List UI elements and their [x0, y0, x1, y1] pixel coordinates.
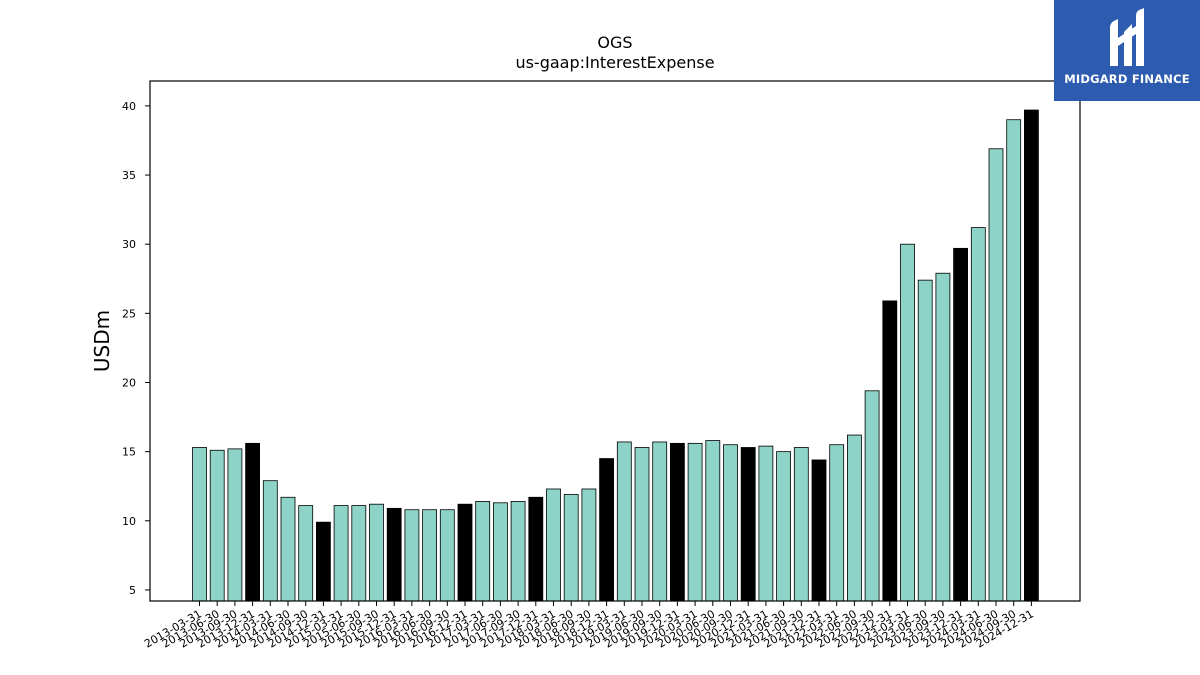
y-tick-label-5: 5 [129, 584, 136, 597]
bar-2017-06-30 [492, 502, 508, 602]
bar-2020-03-31 [687, 442, 703, 602]
y-tick-label-35: 35 [122, 169, 136, 182]
bar-2013-06-30 [209, 449, 225, 602]
bar-2013-03-31 [192, 447, 207, 602]
bar-2021-03-31 [758, 445, 774, 602]
bar-2015-12-31 [386, 507, 402, 602]
bar-2019-03-31 [616, 441, 632, 602]
bar-2024-09-30 [1006, 119, 1022, 602]
bar-2013-12-31 [245, 442, 261, 602]
bar-2017-03-31 [475, 501, 491, 602]
bar-2016-12-31 [457, 503, 473, 602]
bar-2022-12-31 [882, 300, 898, 602]
bar-2021-09-30 [793, 447, 809, 602]
x-axis: 2013-03-312013-06-302013-09-302013-12-31… [142, 601, 1036, 651]
bar-2020-06-30 [705, 440, 721, 602]
y-tick-label-20: 20 [122, 376, 136, 389]
bar-2017-09-30 [510, 501, 526, 602]
y-tick-label-10: 10 [122, 515, 136, 528]
bar-2021-12-31 [811, 459, 827, 602]
chart-title: OGS [597, 33, 632, 52]
bar-group [192, 109, 1039, 602]
bar-2020-09-30 [723, 444, 738, 602]
y-axis-label: USDm [90, 310, 114, 372]
bar-2014-03-31 [262, 480, 278, 602]
bar-2019-12-31 [670, 442, 685, 602]
y-axis: 5 10 15 20 25 30 35 40 [122, 100, 150, 597]
y-tick-label-30: 30 [122, 238, 136, 251]
bar-2022-09-30 [864, 390, 880, 602]
brand-name: MIDGARD FINANCE [1064, 72, 1190, 86]
bar-2014-12-31 [315, 521, 331, 602]
y-tick-label-15: 15 [122, 446, 136, 459]
bar-2016-03-31 [404, 509, 420, 602]
bar-2024-12-31 [1024, 109, 1039, 602]
bar-2023-09-30 [935, 272, 951, 602]
bar-2014-09-30 [298, 505, 314, 602]
bar-2015-06-30 [351, 505, 367, 602]
bar-2013-09-30 [227, 448, 243, 602]
bar-2024-06-30 [988, 148, 1004, 602]
bar-2018-06-30 [563, 494, 579, 602]
midgard-logo-icon [1110, 8, 1144, 66]
brand-logo: MIDGARD FINANCE [1054, 0, 1200, 101]
y-tick-label-40: 40 [122, 100, 136, 113]
bar-2015-03-31 [333, 505, 349, 602]
bar-2022-06-30 [847, 434, 862, 602]
chart-subtitle: us-gaap:InterestExpense [515, 53, 714, 72]
bar-2018-12-31 [599, 458, 614, 602]
plot-frame [149, 80, 1081, 602]
bar-2017-12-31 [528, 496, 544, 602]
bar-2016-09-30 [439, 509, 455, 602]
bar-2024-03-31 [970, 227, 986, 602]
bar-2023-06-30 [917, 279, 933, 602]
bar-2014-06-30 [280, 496, 296, 602]
bar-2016-06-30 [422, 509, 438, 602]
bar-2023-12-31 [953, 247, 968, 602]
bar-2020-12-31 [740, 447, 756, 602]
bar-2022-03-31 [829, 444, 845, 602]
bar-2021-06-30 [776, 451, 791, 602]
bar-2019-06-30 [634, 447, 650, 602]
bar-2015-09-30 [369, 503, 384, 602]
y-tick-label-25: 25 [122, 307, 136, 320]
bar-2019-09-30 [652, 441, 668, 602]
bar-2018-09-30 [581, 488, 597, 602]
bar-2023-03-31 [900, 243, 915, 602]
bar-2018-03-31 [546, 488, 561, 602]
